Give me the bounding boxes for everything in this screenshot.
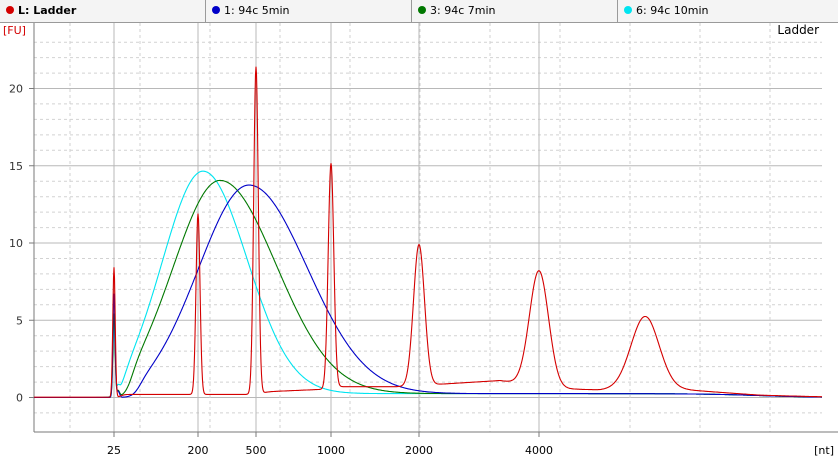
chart-title: Ladder (777, 23, 819, 37)
y-tick-label: 10 (9, 237, 23, 250)
legend-dot-icon (212, 6, 220, 14)
grid (34, 23, 822, 432)
y-tick-label: 0 (16, 392, 23, 405)
x-tick-label: 500 (246, 444, 267, 457)
labels-layer: [FU] Ladder [nt] 0 5 10 15 20 25 200 500 1000 200… (3, 23, 834, 457)
legend-label: 3: 94c 7min (430, 4, 496, 17)
legend-item-94c-7min[interactable]: 3: 94c 7min (412, 0, 618, 22)
legend-item-94c-5min[interactable]: 1: 94c 5min (206, 0, 412, 22)
legend-dot-icon (418, 6, 426, 14)
legend-label: 6: 94c 10min (636, 4, 709, 17)
y-axis-label: [FU] (3, 24, 26, 37)
y-tick-label: 20 (9, 83, 23, 96)
series-line-1-94c-5min (34, 184, 822, 399)
legend-item-94c-10min[interactable]: 6: 94c 10min (618, 0, 838, 22)
axes (33, 23, 838, 433)
x-tick-label: 2000 (405, 444, 433, 457)
x-tick-label: 25 (107, 444, 121, 457)
x-axis-label: [nt] (814, 444, 834, 457)
x-tick-label: 1000 (317, 444, 345, 457)
legend-dot-icon (6, 6, 14, 14)
legend-dot-icon (624, 6, 632, 14)
series-line-6-94c-10min (34, 170, 822, 399)
legend-bar: L: Ladder 1: 94c 5min 3: 94c 7min 6: 94c… (0, 0, 838, 23)
y-tick-label: 15 (9, 160, 23, 173)
series-layer (34, 66, 823, 399)
x-tick-label: 200 (188, 444, 209, 457)
x-tick-label: 4000 (525, 444, 553, 457)
legend-label: L: Ladder (18, 4, 77, 17)
series-line-ladder (34, 66, 823, 398)
y-tick-label: 5 (16, 314, 23, 327)
legend-item-ladder[interactable]: L: Ladder (0, 0, 206, 22)
legend-label: 1: 94c 5min (224, 4, 290, 17)
